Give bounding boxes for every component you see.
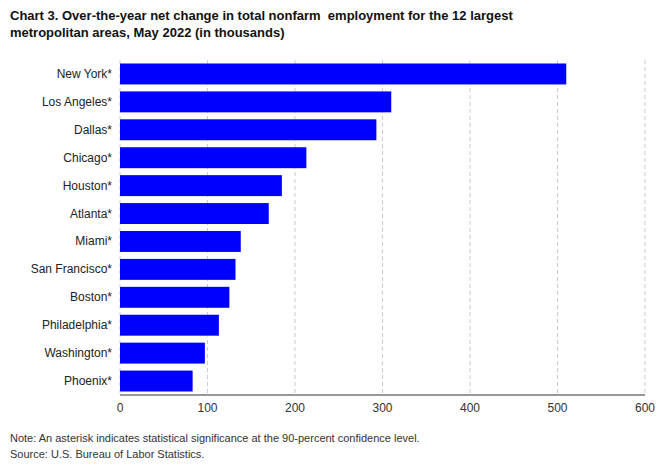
tick-label: 600 xyxy=(635,401,655,415)
category-label: Dallas* xyxy=(74,123,112,137)
bar xyxy=(120,203,269,224)
category-label: Washington* xyxy=(44,346,112,360)
category-label: Boston* xyxy=(70,290,112,304)
grid-line xyxy=(470,60,471,395)
category-label: San Francisco* xyxy=(31,262,113,276)
bar xyxy=(120,259,236,280)
note: Note: An asterisk indicates statistical … xyxy=(10,432,420,444)
category-label: Chicago* xyxy=(63,151,112,165)
bar xyxy=(120,147,306,168)
bar xyxy=(120,315,219,336)
category-label: Houston* xyxy=(63,179,113,193)
category-label: Los Angeles* xyxy=(42,95,112,109)
tick-label: 0 xyxy=(117,401,124,415)
bar xyxy=(120,287,229,308)
axis-line xyxy=(120,395,645,396)
grid-line xyxy=(645,60,646,395)
category-label: Miami* xyxy=(75,234,112,248)
title: Chart 3. Over-the-year net change in tot… xyxy=(10,8,513,40)
bar xyxy=(120,231,241,252)
bar xyxy=(120,63,566,84)
bar xyxy=(120,119,376,140)
grid-line xyxy=(557,60,558,395)
bar xyxy=(120,343,205,364)
category-label: Philadelphia* xyxy=(42,318,112,332)
bar xyxy=(120,175,282,196)
tick-label: 500 xyxy=(547,401,567,415)
bars xyxy=(120,63,566,391)
category-label: New York* xyxy=(57,67,113,81)
chart: Chart 3. Over-the-year net change in tot… xyxy=(0,0,666,468)
title-line: Chart 3. Over-the-year net change in tot… xyxy=(10,8,513,23)
title-line: metropolitan areas, May 2022 (in thousan… xyxy=(10,25,285,40)
value-axis: 0 100 200 300 400 500 600 xyxy=(117,60,656,415)
bar xyxy=(120,91,391,112)
category-label: Atlanta* xyxy=(70,207,112,221)
tick-label: 100 xyxy=(197,401,217,415)
tick-label: 200 xyxy=(285,401,305,415)
tick-label: 300 xyxy=(372,401,392,415)
tick-label: 400 xyxy=(460,401,480,415)
category-label: Phoenix* xyxy=(64,374,112,388)
bar xyxy=(120,371,193,392)
note: Source: U.S. Bureau of Labor Statistics. xyxy=(10,448,204,460)
